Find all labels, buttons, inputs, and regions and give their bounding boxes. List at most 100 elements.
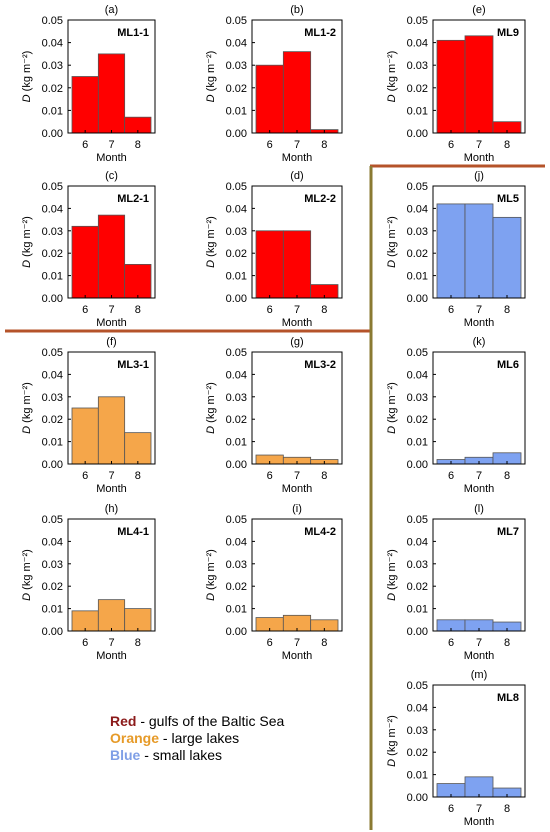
panel-label: (l): [474, 503, 484, 515]
y-axis-label: D (kg m⁻²): [205, 549, 217, 601]
y-tick-label: 0.00: [226, 459, 247, 471]
panel-label: (b): [290, 4, 303, 16]
y-tick-label: 0.01: [226, 604, 247, 616]
y-axis-label: D (kg m⁻²): [21, 549, 33, 601]
y-tick-label: 0.03: [42, 60, 63, 72]
x-tick-label: 6: [82, 637, 88, 649]
y-tick-label: 0.00: [226, 128, 247, 140]
bar-month-6: [71, 225, 99, 299]
x-tick-label: 6: [448, 304, 454, 316]
bar-month-7: [464, 776, 494, 798]
legend-item-red: Red - gulfs of the Baltic Sea: [110, 713, 284, 730]
x-tick-label: 6: [448, 139, 454, 151]
x-tick-label: 8: [321, 470, 327, 482]
x-axis-label: Month: [282, 483, 313, 495]
x-tick-label: 7: [108, 470, 114, 482]
x-tick-label: 6: [267, 139, 273, 151]
y-tick-label: 0.04: [42, 203, 63, 215]
legend-item-blue: Blue - small lakes: [110, 747, 284, 764]
x-tick-label: 8: [504, 637, 510, 649]
plot-frame: [67, 19, 156, 134]
plot-frame: [432, 684, 526, 798]
legend-item-orange: Orange - large lakes: [110, 730, 284, 747]
panel-label: (k): [473, 336, 486, 348]
panel-label: (e): [472, 4, 485, 16]
plot-frame: [67, 518, 156, 632]
chart-ml9: (e) 0.00 0.01 0.02 0.03 0.04 0.05 6 7 8 ML9 Month D …: [386, 4, 526, 164]
y-tick-label: 0.00: [407, 128, 428, 140]
x-axis-label: Month: [96, 317, 127, 329]
x-tick-label: 7: [294, 470, 300, 482]
y-axis-label: D (kg m⁻²): [21, 51, 33, 103]
x-tick-label: 7: [108, 304, 114, 316]
y-tick-label: 0.00: [42, 293, 63, 305]
panel-label: (f): [106, 336, 116, 348]
plot-frame: [67, 185, 156, 299]
y-tick-label: 0.04: [407, 38, 428, 50]
y-tick-label: 0.01: [407, 770, 428, 782]
y-tick-label: 0.05: [407, 680, 428, 692]
y-tick-label: 0.05: [226, 181, 247, 193]
y-tick-label: 0.01: [42, 437, 63, 449]
chart-ml1-1: (a) 0.00 0.01 0.02 0.03 0.04 0.05 6 7 8 ML1-1 Month…: [21, 4, 156, 164]
x-tick-label: 8: [321, 637, 327, 649]
panel-label: (h): [105, 503, 118, 515]
bar-month-7: [464, 35, 494, 134]
chart-ml4-2: (i) 0.00 0.01 0.02 0.03 0.04 0.05 6 7 8 ML4-2 Month…: [205, 503, 343, 662]
y-tick-label: 0.02: [42, 248, 63, 260]
chart-ml5: (j) 0.00 0.01 0.02 0.03 0.04 0.05 6 7 8 ML5 Month D …: [386, 170, 526, 329]
x-axis-label: Month: [282, 152, 313, 164]
y-tick-label: 0.00: [42, 128, 63, 140]
plot-frame: [432, 19, 526, 134]
x-axis-label: Month: [464, 650, 495, 662]
y-tick-label: 0.04: [226, 38, 247, 50]
y-tick-label: 0.03: [226, 392, 247, 404]
chart-title: ML4-1: [117, 526, 149, 538]
panel-label: (j): [474, 170, 484, 182]
plot-frame: [432, 518, 526, 632]
y-tick-label: 0.01: [226, 105, 247, 117]
y-tick-label: 0.01: [226, 271, 247, 283]
panel-label: (i): [292, 503, 302, 515]
y-tick-label: 0.03: [226, 226, 247, 238]
y-tick-label: 0.04: [407, 536, 428, 548]
y-tick-label: 0.04: [226, 203, 247, 215]
x-tick-label: 6: [82, 304, 88, 316]
x-tick-label: 6: [82, 470, 88, 482]
y-axis-label: D (kg m⁻²): [205, 216, 217, 268]
plot-frame: [251, 185, 343, 299]
y-tick-label: 0.00: [407, 792, 428, 804]
x-tick-label: 8: [135, 637, 141, 649]
chart-title: ML2-1: [117, 193, 149, 205]
bar-month-6: [436, 39, 466, 134]
x-tick-label: 6: [448, 637, 454, 649]
legend-key-red: Red: [110, 713, 137, 729]
legend-key-blue: Blue: [110, 747, 141, 763]
y-tick-label: 0.03: [407, 60, 428, 72]
chart-title: ML5: [497, 193, 519, 205]
y-tick-label: 0.01: [42, 271, 63, 283]
chart-ml8: (m) 0.00 0.01 0.02 0.03 0.04 0.05 6 7 8 ML8 Month D …: [386, 669, 526, 828]
bar-month-8: [124, 432, 152, 465]
x-tick-label: 7: [294, 304, 300, 316]
plot-frame: [432, 185, 526, 299]
y-tick-label: 0.02: [226, 83, 247, 95]
bar-month-8: [492, 216, 522, 299]
y-tick-label: 0.02: [42, 581, 63, 593]
y-axis-label: D (kg m⁻²): [386, 216, 398, 268]
y-tick-label: 0.01: [407, 437, 428, 449]
y-tick-label: 0.03: [407, 392, 428, 404]
chart-title: ML1-1: [117, 27, 149, 39]
x-tick-label: 8: [135, 139, 141, 151]
y-tick-label: 0.05: [407, 347, 428, 359]
y-tick-label: 0.01: [407, 271, 428, 283]
x-axis-label: Month: [96, 483, 127, 495]
x-tick-label: 6: [267, 637, 273, 649]
x-tick-label: 7: [476, 470, 482, 482]
y-tick-label: 0.04: [407, 702, 428, 714]
y-tick-label: 0.04: [42, 38, 63, 50]
chart-ml3-2: (g) 0.00 0.01 0.02 0.03 0.04 0.05 6 7 8 ML3-2 Month…: [205, 336, 343, 495]
chart-title: ML2-2: [304, 193, 336, 205]
y-tick-label: 0.05: [407, 181, 428, 193]
y-tick-label: 0.05: [226, 347, 247, 359]
